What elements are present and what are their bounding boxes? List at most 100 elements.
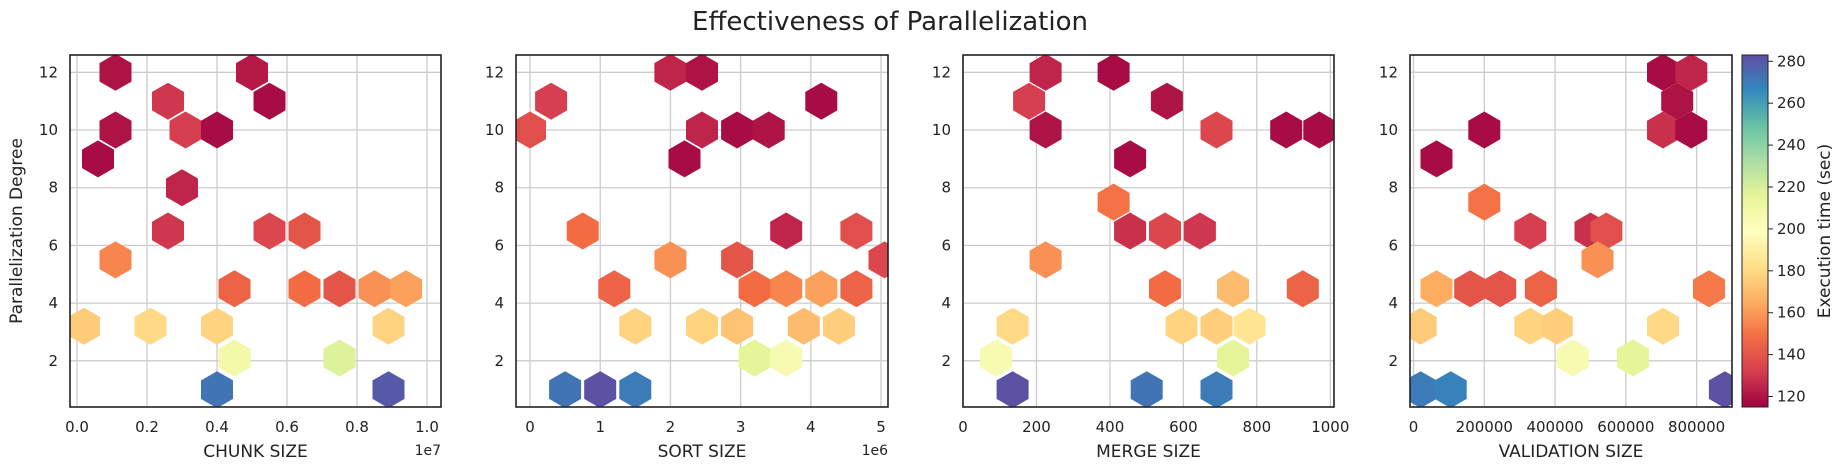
hexbin-cell	[1647, 55, 1679, 91]
hexbin-cell	[1149, 270, 1181, 308]
axis-offset-text: 1e6	[862, 443, 889, 459]
y-tick-label: 12	[39, 63, 58, 81]
x-tick-label: 600000	[1597, 418, 1654, 436]
hexbin-cell	[201, 307, 233, 345]
colorbar: 120 140 160 180 200 220 240 260 280 Execution ti…	[1741, 52, 1835, 408]
colorbar-tick-label: 260	[1777, 94, 1806, 112]
hexbin-cell	[738, 270, 771, 308]
y-tick-label: 6	[494, 236, 504, 254]
hexbins	[70, 55, 422, 407]
hexbin-cell	[996, 307, 1029, 345]
y-tick-label: 12	[932, 63, 951, 81]
hexbin-cell	[1647, 111, 1679, 149]
x-tick-label: 200	[1022, 418, 1051, 436]
hexbin-cell	[1524, 270, 1557, 308]
hexbin-cell	[752, 111, 785, 149]
hexbin-cell	[1270, 111, 1303, 149]
hexbin-cell	[253, 212, 286, 250]
hexbin-cell	[99, 55, 132, 91]
hexbin-cell	[390, 270, 422, 308]
hexbin-cell	[1013, 82, 1046, 120]
x-tick-label: 1	[595, 418, 605, 436]
panel-1: 0.0 0.2 0.4 0.6 0.8 1.0 2 4 6 8 10 12 CHUNK SIZE 1e7 P…	[7, 54, 442, 462]
hexbin-cell	[584, 371, 617, 407]
hexbin-cell	[99, 111, 132, 149]
hexbin-cell	[82, 140, 114, 178]
hexbin-cell	[1200, 371, 1233, 407]
hexbin-cell	[598, 270, 631, 308]
hexbin-cell	[980, 339, 1013, 377]
hexbin-cell	[1410, 371, 1437, 407]
x-axis-label: MERGE SIZE	[1096, 442, 1201, 462]
y-tick-label: 10	[485, 121, 504, 139]
hexbin-cell	[770, 270, 803, 308]
hexbin-cell	[619, 371, 652, 407]
colorbar-tick-label: 140	[1777, 346, 1806, 364]
y-tick-label: 2	[1388, 352, 1398, 370]
x-tick-label: 2	[666, 418, 676, 436]
hexbin-cell	[152, 212, 184, 250]
x-tick-label: 5	[876, 418, 886, 436]
x-tick-label: 400	[1096, 418, 1125, 436]
axes-frame	[69, 54, 442, 408]
x-tick-label: 400000	[1526, 418, 1583, 436]
hexbin-cell	[996, 371, 1029, 407]
y-tick-label: 4	[494, 294, 504, 312]
hexbin-cell	[787, 307, 820, 345]
hexbin-cell	[770, 339, 803, 377]
hexbin-cell	[840, 270, 873, 308]
y-tick-label: 2	[941, 352, 951, 370]
y-tick-label: 10	[932, 121, 951, 139]
colorbar-tick-label: 240	[1777, 136, 1806, 154]
hexbin-cell	[1420, 140, 1453, 178]
y-tick-label: 10	[1379, 121, 1398, 139]
hexbin-cell	[99, 241, 132, 279]
hexbin-cell	[1514, 212, 1547, 250]
colorbar-ticks: 120 140 160 180 200 220 240 260 280	[1768, 52, 1806, 406]
hexbin-cell	[868, 241, 888, 279]
hexbin-cell	[1150, 82, 1183, 120]
hexbins	[980, 55, 1334, 407]
y-tick-label: 6	[941, 236, 951, 254]
x-tick-label: 1000	[1311, 418, 1349, 436]
hexbin-cell	[1410, 307, 1437, 345]
x-tick-label: 0.0	[65, 418, 89, 436]
hexbin-cell	[201, 111, 233, 149]
colorbar-tick-label: 280	[1777, 52, 1806, 70]
y-tick-label: 6	[1388, 236, 1398, 254]
grid	[962, 55, 1334, 407]
colorbar-gradient	[1741, 54, 1769, 408]
hexbin-cell	[668, 140, 701, 178]
grid	[1410, 55, 1732, 407]
colorbar-tick-label: 220	[1777, 178, 1806, 196]
hexbin-cell	[1029, 111, 1062, 149]
hexbin-cell	[686, 111, 718, 149]
hexbin-cell	[1647, 307, 1679, 345]
hexbin-cell	[1165, 307, 1198, 345]
y-tick-label: 12	[485, 63, 504, 81]
x-tick-label: 3	[736, 418, 746, 436]
x-tick-label: 0	[525, 418, 535, 436]
hexbin-cell	[70, 307, 100, 345]
hexbin-cell	[372, 307, 405, 345]
hexbin-cell	[535, 82, 568, 120]
hexbin-cell	[840, 212, 873, 250]
x-tick-label: 0.2	[135, 418, 159, 436]
hexbin-cell	[805, 82, 838, 120]
hexbin-cell	[1029, 55, 1062, 91]
hexbin-cell	[1029, 241, 1062, 279]
hexbin-cell	[169, 111, 202, 149]
colorbar-tick-label: 160	[1777, 304, 1806, 322]
hexbin-cell	[1114, 212, 1147, 250]
hexbin-cell	[218, 270, 251, 308]
hexbin-cell	[134, 307, 167, 345]
hexbin-cell	[549, 371, 582, 407]
hexbin-cell	[166, 169, 198, 207]
hexbin-cell	[1616, 339, 1649, 377]
x-tick-label: 0.8	[345, 418, 369, 436]
colorbar-tick-label: 180	[1777, 262, 1806, 280]
hexbin-cell	[721, 111, 754, 149]
hexbin-cell	[1183, 212, 1216, 250]
x-tick-label: 0	[958, 418, 968, 436]
hexbin-cell	[372, 371, 405, 407]
